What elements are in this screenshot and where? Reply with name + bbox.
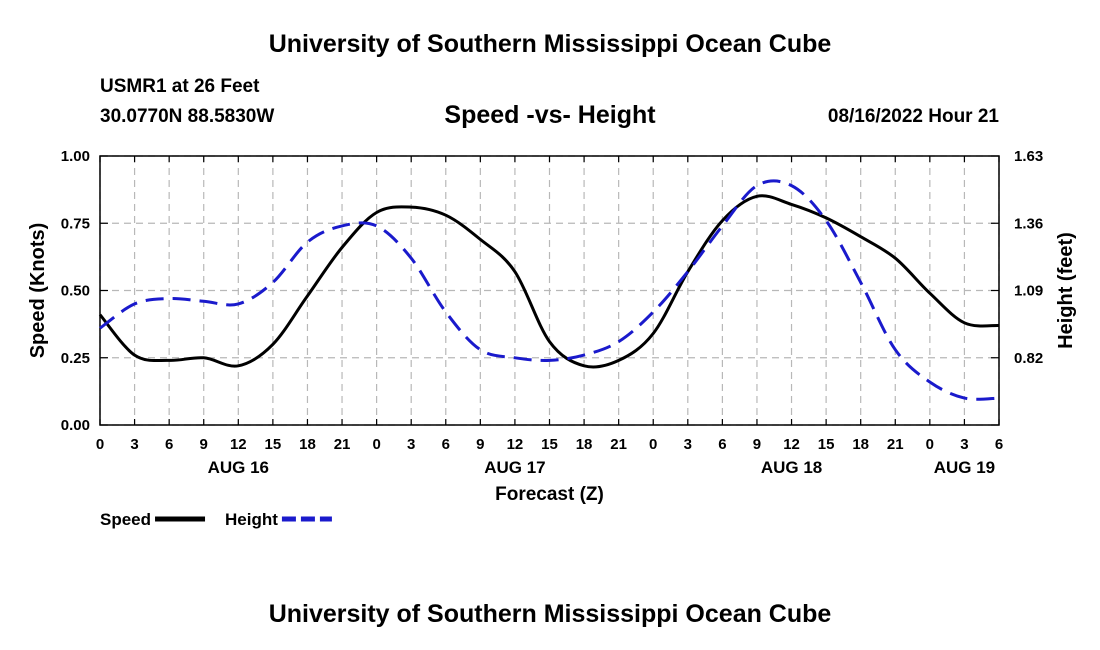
x-tick-label: 12 — [783, 436, 800, 453]
x-tick-label: 3 — [407, 436, 415, 453]
series-line-height — [99, 179, 1000, 401]
x-axis-title: Forecast (Z) — [495, 484, 604, 505]
y-tick-label: 0.00 — [61, 417, 90, 434]
x-tick-label: 18 — [576, 436, 593, 453]
x-tick-label: 18 — [852, 436, 869, 453]
y-tick-label: 0.50 — [61, 283, 90, 300]
x-tick-label: 21 — [887, 436, 904, 453]
legend-label-speed: Speed — [100, 510, 151, 529]
y2-tick-label: 1.63 — [1014, 148, 1043, 165]
y-tick-label: 1.00 — [61, 148, 90, 165]
x-tick-label: 21 — [610, 436, 627, 453]
day-label: AUG 18 — [761, 458, 822, 477]
x-tick-label: 0 — [96, 436, 104, 453]
forecast-datetime: 08/16/2022 Hour 21 — [827, 106, 999, 127]
y2-tick-label: 0.82 — [1014, 350, 1043, 367]
x-tick-label: 3 — [130, 436, 138, 453]
y-tick-label: 0.75 — [61, 215, 90, 232]
x-tick-label: 15 — [541, 436, 558, 453]
y2-tick-label: 1.36 — [1014, 215, 1043, 232]
y-axis-title: Speed (Knots) — [27, 223, 49, 359]
x-tick-label: 6 — [995, 436, 1003, 453]
x-tick-label: 12 — [230, 436, 247, 453]
x-tick-label: 18 — [299, 436, 316, 453]
x-tick-label: 0 — [372, 436, 380, 453]
series-line-speed — [98, 194, 1000, 369]
y2-tick-label: 1.09 — [1014, 283, 1043, 300]
x-tick-label: 9 — [753, 436, 761, 453]
legend-label-height: Height — [225, 510, 278, 529]
x-tick-label: 12 — [507, 436, 524, 453]
day-label: AUG 19 — [934, 458, 995, 477]
x-tick-label: 15 — [818, 436, 835, 453]
x-tick-label: 15 — [265, 436, 282, 453]
chart-subtitle: Speed -vs- Height — [444, 101, 656, 129]
x-tick-label: 9 — [476, 436, 484, 453]
x-tick-label: 0 — [649, 436, 657, 453]
coordinates-label: 30.0770N 88.5830W — [100, 106, 275, 127]
x-tick-label: 6 — [718, 436, 726, 453]
y2-axis-title: Height (feet) — [1055, 232, 1077, 349]
station-label: USMR1 at 26 Feet — [100, 76, 260, 97]
day-label: AUG 16 — [208, 458, 269, 477]
x-tick-label: 6 — [442, 436, 450, 453]
y-tick-label: 0.25 — [61, 350, 90, 367]
x-tick-label: 3 — [960, 436, 968, 453]
x-tick-label: 0 — [926, 436, 934, 453]
main-title: University of Southern Mississippi Ocean… — [268, 30, 832, 58]
x-tick-label: 6 — [165, 436, 173, 453]
x-tick-label: 9 — [200, 436, 208, 453]
footer-title: University of Southern Mississippi Ocean… — [268, 600, 832, 628]
day-label: AUG 17 — [484, 458, 545, 477]
x-tick-label: 3 — [684, 436, 692, 453]
x-tick-label: 21 — [334, 436, 351, 453]
